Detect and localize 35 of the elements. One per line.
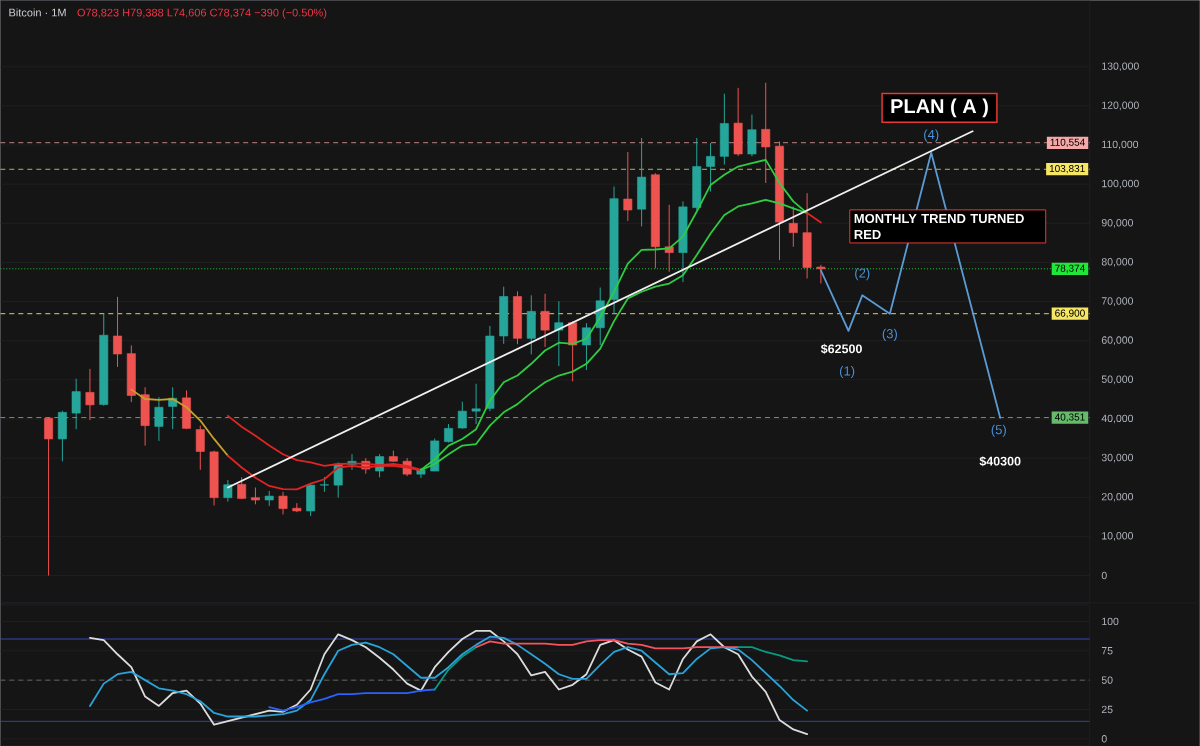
annotation: (5) [991, 424, 1006, 437]
annotation: (4) [924, 129, 939, 142]
ref-line-label: 110,554 [1050, 138, 1085, 147]
y-tick-label: 20,000 [1101, 492, 1134, 502]
y-tick-label: 50,000 [1101, 375, 1134, 385]
y-tick-label: 0 [1101, 735, 1107, 743]
y-tick-label: 30,000 [1101, 453, 1134, 463]
ref-line-label: 66,900 [1055, 309, 1085, 318]
y-tick-label: 130,000 [1102, 62, 1139, 72]
text: Bitcoin · 1M [9, 8, 66, 17]
annotation: MONTHLY TREND TURNED RED [854, 213, 1024, 239]
annotation: $62500 [820, 343, 862, 354]
y-tick-label: 40,000 [1101, 414, 1134, 424]
annotation: (1) [839, 365, 855, 379]
annotation: (2) [855, 268, 870, 281]
annotation: (3) [882, 328, 897, 341]
y-tick-label: 100 [1102, 617, 1119, 626]
annotation: $40300 [979, 456, 1021, 467]
y-tick-label: 50 [1101, 676, 1113, 684]
y-tick-label: 80,000 [1101, 258, 1134, 267]
y-tick-label: 60,000 [1101, 336, 1134, 346]
y-tick-label: 0 [1101, 571, 1107, 580]
y-tick-label: 90,000 [1101, 218, 1134, 228]
text: O78,823 H79,388 L74,606 C78,374 −390 (−0.50%) [77, 8, 327, 19]
ref-line-label: 103,831 [1049, 164, 1085, 174]
ref-line-label: 40,351 [1054, 413, 1085, 422]
ref-line-label: 78,374 [1055, 264, 1085, 273]
y-tick-label: 70,000 [1101, 297, 1134, 306]
y-tick-label: 110,000 [1102, 140, 1139, 150]
y-tick-label: 10,000 [1102, 532, 1134, 541]
y-tick-label: 75 [1101, 647, 1113, 655]
y-tick-label: 25 [1101, 705, 1113, 714]
annotation: PLAN ( A ) [891, 98, 988, 118]
y-tick-label: 120,000 [1102, 101, 1139, 111]
y-tick-label: 100,000 [1102, 179, 1139, 189]
